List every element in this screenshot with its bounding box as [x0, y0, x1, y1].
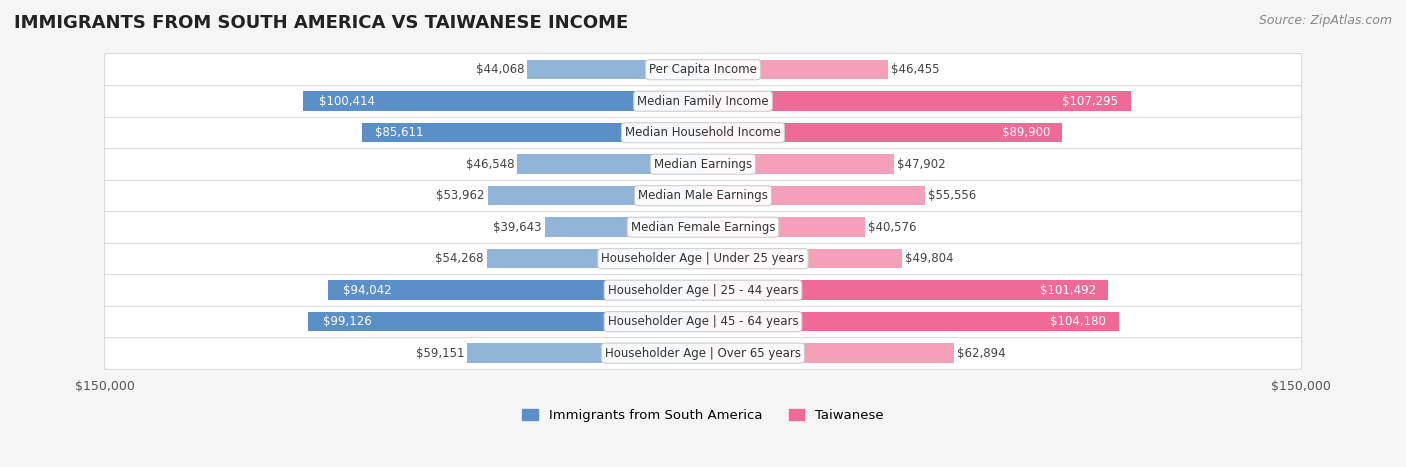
Bar: [361, 123, 703, 142]
Bar: [703, 343, 953, 363]
Bar: [527, 60, 703, 79]
Text: $54,268: $54,268: [434, 252, 484, 265]
Text: $104,180: $104,180: [1050, 315, 1107, 328]
Text: Median Family Income: Median Family Income: [637, 95, 769, 108]
Bar: [703, 60, 889, 79]
Text: Householder Age | 45 - 64 years: Householder Age | 45 - 64 years: [607, 315, 799, 328]
Bar: [703, 218, 865, 237]
Bar: [546, 218, 703, 237]
FancyBboxPatch shape: [104, 117, 1302, 149]
Bar: [703, 92, 1130, 111]
FancyBboxPatch shape: [104, 305, 1302, 338]
Text: Median Female Earnings: Median Female Earnings: [631, 221, 775, 234]
Bar: [517, 155, 703, 174]
Bar: [467, 343, 703, 363]
Text: Householder Age | Over 65 years: Householder Age | Over 65 years: [605, 347, 801, 360]
Text: $59,151: $59,151: [416, 347, 464, 360]
Bar: [302, 92, 703, 111]
Bar: [703, 186, 925, 205]
Text: IMMIGRANTS FROM SOUTH AMERICA VS TAIWANESE INCOME: IMMIGRANTS FROM SOUTH AMERICA VS TAIWANE…: [14, 14, 628, 32]
FancyBboxPatch shape: [104, 211, 1302, 243]
Text: Householder Age | Under 25 years: Householder Age | Under 25 years: [602, 252, 804, 265]
Text: $89,900: $89,900: [1002, 126, 1050, 139]
Bar: [328, 280, 703, 300]
Text: Householder Age | 25 - 44 years: Householder Age | 25 - 44 years: [607, 283, 799, 297]
Bar: [703, 249, 901, 269]
Text: Source: ZipAtlas.com: Source: ZipAtlas.com: [1258, 14, 1392, 27]
Text: $47,902: $47,902: [897, 158, 946, 171]
Bar: [703, 312, 1119, 332]
FancyBboxPatch shape: [104, 148, 1302, 180]
Text: $39,643: $39,643: [494, 221, 541, 234]
Bar: [488, 186, 703, 205]
Text: $101,492: $101,492: [1039, 283, 1095, 297]
Text: $46,548: $46,548: [465, 158, 515, 171]
Text: $94,042: $94,042: [343, 283, 391, 297]
Text: $53,962: $53,962: [436, 189, 485, 202]
FancyBboxPatch shape: [104, 180, 1302, 212]
Text: Median Household Income: Median Household Income: [626, 126, 780, 139]
Text: $49,804: $49,804: [904, 252, 953, 265]
Text: $85,611: $85,611: [375, 126, 423, 139]
FancyBboxPatch shape: [104, 243, 1302, 275]
Bar: [703, 280, 1108, 300]
Text: Per Capita Income: Per Capita Income: [650, 63, 756, 76]
Text: $99,126: $99,126: [323, 315, 373, 328]
Bar: [703, 155, 894, 174]
Text: $55,556: $55,556: [928, 189, 976, 202]
Text: Median Male Earnings: Median Male Earnings: [638, 189, 768, 202]
Text: $100,414: $100,414: [319, 95, 374, 108]
FancyBboxPatch shape: [104, 337, 1302, 369]
Text: $107,295: $107,295: [1062, 95, 1118, 108]
Text: $44,068: $44,068: [475, 63, 524, 76]
Bar: [703, 123, 1062, 142]
Text: $46,455: $46,455: [891, 63, 939, 76]
Bar: [308, 312, 703, 332]
Legend: Immigrants from South America, Taiwanese: Immigrants from South America, Taiwanese: [517, 404, 889, 428]
Text: $62,894: $62,894: [957, 347, 1005, 360]
Bar: [486, 249, 703, 269]
FancyBboxPatch shape: [104, 274, 1302, 306]
FancyBboxPatch shape: [104, 85, 1302, 117]
FancyBboxPatch shape: [104, 54, 1302, 86]
Text: Median Earnings: Median Earnings: [654, 158, 752, 171]
Text: $40,576: $40,576: [868, 221, 917, 234]
